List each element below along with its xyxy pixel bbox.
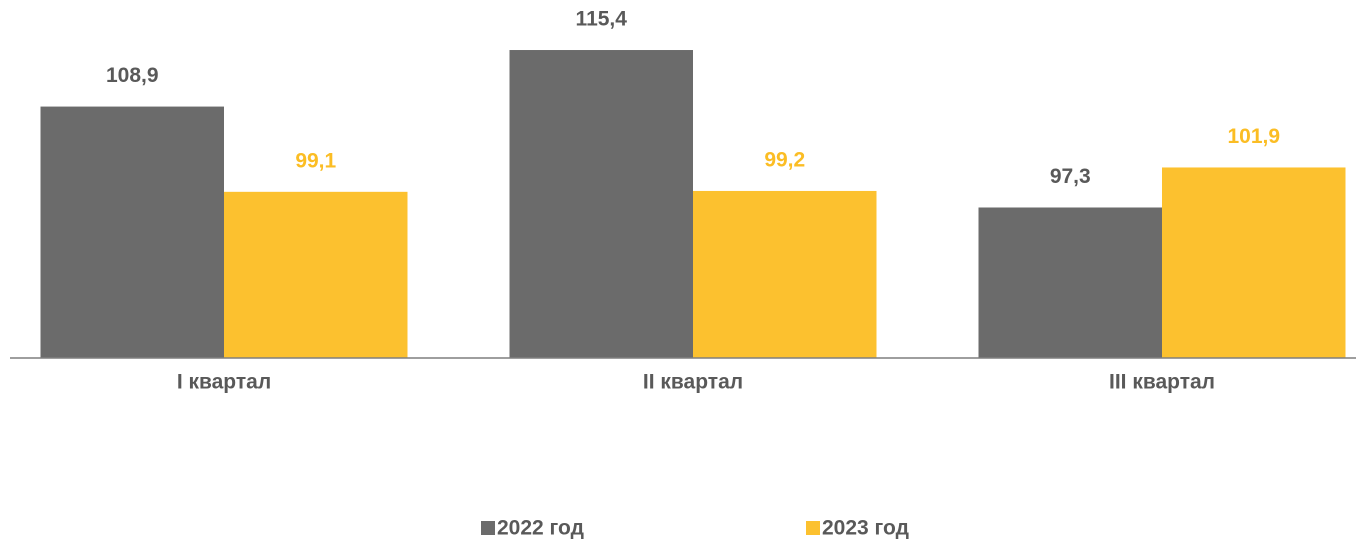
data-label: 108,9 (106, 64, 159, 87)
legend-label: 2022 год (497, 517, 584, 540)
bar (978, 207, 1162, 358)
bar (1162, 167, 1346, 358)
data-label: 115,4 (576, 8, 628, 31)
bar (693, 190, 877, 358)
bar (40, 106, 224, 358)
x-tick-label: III квартал (1109, 371, 1215, 394)
data-label: 99,1 (295, 149, 336, 172)
x-tick-label: I квартал (177, 371, 271, 394)
data-label: 97,3 (1050, 165, 1091, 188)
data-label: 99,2 (764, 149, 805, 172)
legend-label: 2023 год (822, 517, 909, 540)
legend-swatch (481, 521, 495, 535)
bar (224, 191, 408, 358)
data-label: 101,9 (1227, 125, 1280, 148)
bar (509, 50, 693, 359)
x-tick-label: II квартал (643, 371, 743, 394)
legend-swatch (806, 521, 820, 535)
